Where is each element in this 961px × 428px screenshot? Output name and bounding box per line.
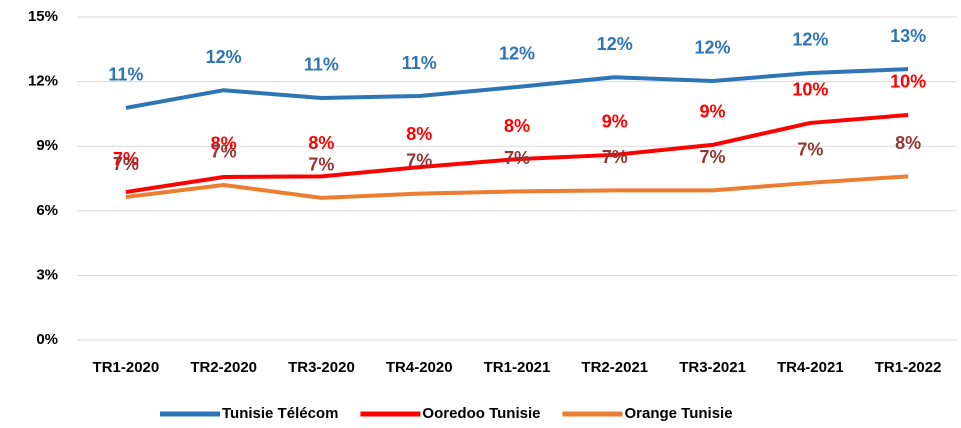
data-label: 8% — [308, 133, 334, 153]
x-tick-label: TR3-2021 — [679, 359, 746, 376]
data-label: 7% — [602, 147, 628, 167]
series-line — [125, 67, 909, 110]
data-label: 8% — [406, 124, 432, 144]
data-label: 7% — [700, 147, 726, 167]
legend-label: Ooredoo Tunisie — [422, 405, 540, 422]
x-tick-label: TR1-2022 — [875, 359, 942, 376]
data-label: 10% — [792, 80, 828, 100]
x-tick-label: TR2-2020 — [190, 359, 257, 376]
data-label: 11% — [402, 53, 437, 73]
x-tick-label: TR4-2020 — [386, 359, 453, 376]
data-label: 7% — [308, 155, 334, 175]
x-tick-label: TR1-2020 — [93, 359, 160, 376]
y-tick-label: 3% — [36, 266, 58, 283]
x-tick-label: TR1-2021 — [484, 359, 551, 376]
data-label: 12% — [792, 30, 828, 50]
series-line — [125, 112, 909, 195]
data-label: 7% — [797, 140, 823, 160]
x-tick-label: TR4-2021 — [777, 359, 844, 376]
y-tick-label: 12% — [28, 73, 58, 90]
x-tick-label: TR3-2020 — [288, 359, 355, 376]
data-label: 7% — [211, 142, 237, 162]
data-label: 7% — [113, 149, 139, 169]
data-label: 9% — [602, 112, 628, 132]
legend-label: Tunisie Télécom — [222, 405, 338, 422]
y-tick-label: 15% — [28, 8, 58, 25]
x-tick-label: TR2-2021 — [581, 359, 648, 376]
data-label: 9% — [700, 102, 726, 122]
series-line — [125, 174, 909, 200]
legend-label: Orange Tunisie — [624, 405, 732, 422]
y-tick-label: 6% — [36, 202, 58, 219]
data-label: 11% — [108, 65, 143, 85]
data-label: 8% — [504, 116, 530, 136]
data-label: 10% — [890, 72, 926, 92]
data-label: 7% — [113, 154, 139, 174]
data-label: 13% — [890, 26, 926, 46]
y-tick-label: 9% — [36, 137, 58, 154]
data-label: 12% — [206, 47, 242, 67]
y-tick-label: 0% — [36, 331, 58, 348]
data-label: 12% — [597, 34, 633, 54]
data-label: 12% — [499, 44, 535, 64]
data-label: 8% — [895, 133, 921, 153]
data-label: 12% — [695, 38, 731, 58]
data-label: 7% — [504, 148, 530, 168]
data-label: 11% — [304, 55, 339, 75]
data-label: 8% — [211, 134, 237, 154]
data-label: 7% — [406, 150, 432, 170]
